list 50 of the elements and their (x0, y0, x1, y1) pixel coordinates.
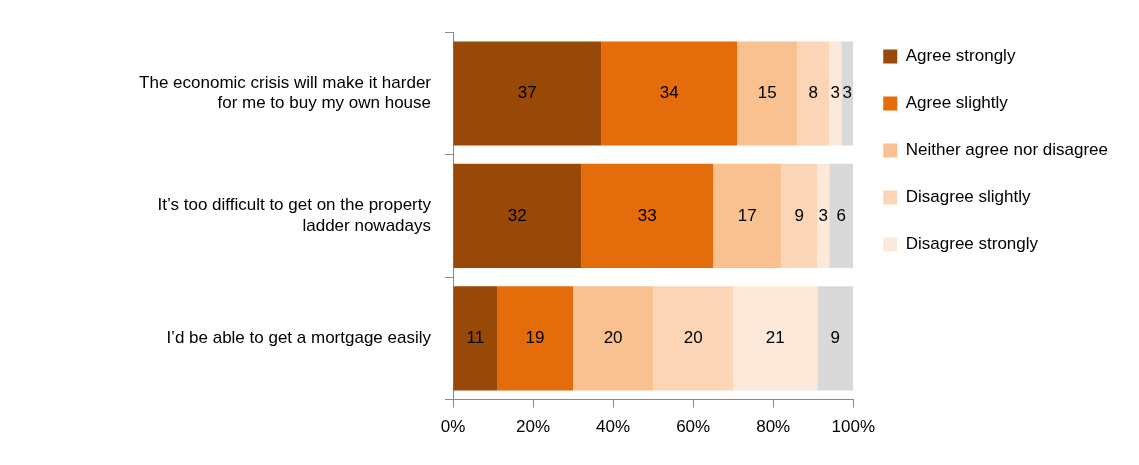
bar (453, 286, 498, 391)
bar (453, 41, 602, 146)
data-label: 17 (737, 205, 757, 225)
data-label: 3 (842, 83, 852, 103)
x-tick-label: 40% (596, 417, 631, 437)
data-label: 9 (830, 328, 840, 348)
bar (841, 41, 854, 146)
bar (497, 286, 574, 391)
legend-label: Disagree slightly (905, 187, 1031, 207)
bar (573, 286, 654, 391)
data-label: 11 (466, 328, 485, 348)
data-label: 32 (507, 205, 527, 225)
x-tick-label: 0% (440, 417, 466, 437)
legend-label: Agree strongly (905, 46, 1016, 66)
legend-label: Neither agree nor disagree (905, 140, 1108, 160)
bar (733, 286, 818, 391)
bar (581, 163, 714, 268)
legend-label: Disagree strongly (905, 234, 1039, 254)
data-label: 15 (757, 83, 777, 103)
data-label: 20 (603, 328, 623, 348)
data-label: 33 (637, 205, 657, 225)
y-tick-label: I’d be able to get a mortgage easily (166, 328, 432, 348)
y-tick-label: The economic crisis will make it harder for me to buy my own house (139, 72, 432, 113)
data-label: 3 (818, 205, 828, 225)
bar (601, 41, 738, 146)
bar (829, 163, 854, 268)
bar (829, 41, 842, 146)
bar (817, 163, 830, 268)
bar (817, 286, 854, 391)
bar (781, 163, 818, 268)
data-label: 37 (517, 83, 537, 103)
bar (713, 163, 782, 268)
data-label: 20 (683, 328, 703, 348)
x-tick-label: 60% (676, 417, 711, 437)
data-label: 8 (808, 83, 818, 103)
bar (453, 163, 582, 268)
x-tick-label: 80% (756, 417, 791, 437)
bar (797, 41, 830, 146)
data-label: 21 (765, 328, 785, 348)
data-label: 6 (836, 205, 846, 225)
x-tick-label: 100% (831, 417, 876, 437)
data-label: 9 (794, 205, 804, 225)
data-label: 19 (525, 328, 545, 348)
x-tick-label: 20% (516, 417, 551, 437)
bar (737, 41, 798, 146)
bar (653, 286, 734, 391)
legend-label: Agree slightly (905, 93, 1009, 113)
y-tick-label: It’s too difficult to get on the property ladder nowadays (157, 195, 432, 235)
data-label: 34 (659, 83, 679, 103)
data-label: 3 (830, 83, 840, 103)
